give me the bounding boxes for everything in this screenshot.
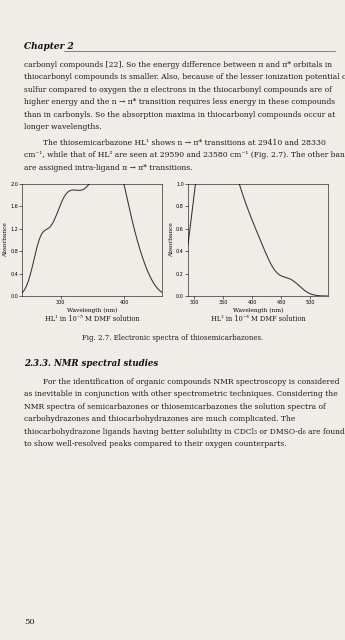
Text: 50: 50 — [24, 618, 35, 626]
Text: thiocarbohydrazone ligands having better solubility in CDCl₃ or DMSO-d₆ are foun: thiocarbohydrazone ligands having better… — [24, 428, 345, 436]
Text: NMR spectra of semicarbazones or thiosemicarbazones the solution spectra of: NMR spectra of semicarbazones or thiosem… — [24, 403, 326, 411]
Text: higher energy and the n → π* transition requires less energy in these compounds: higher energy and the n → π* transition … — [24, 98, 335, 106]
Text: sulfur compared to oxygen the π electrons in the thiocarbonyl compounds are of: sulfur compared to oxygen the π electron… — [24, 86, 332, 93]
Text: HL¹ in 10⁻⁵ M DMF solution: HL¹ in 10⁻⁵ M DMF solution — [45, 315, 140, 323]
Text: thiocarbonyl compounds is smaller. Also, because of the lesser ionization potent: thiocarbonyl compounds is smaller. Also,… — [24, 73, 345, 81]
Text: longer wavelengths.: longer wavelengths. — [24, 123, 102, 131]
Text: cm⁻¹, while that of HL² are seen at 29590 and 23580 cm⁻¹ (Fig. 2.7). The other b: cm⁻¹, while that of HL² are seen at 2959… — [24, 151, 345, 159]
Text: Chapter 2: Chapter 2 — [24, 42, 74, 51]
Text: than in carbonyls. So the absorption maxima in thiocarbonyl compounds occur at: than in carbonyls. So the absorption max… — [24, 111, 335, 118]
Text: Fig. 2.7. Electronic spectra of thiosemicarbazones.: Fig. 2.7. Electronic spectra of thiosemi… — [82, 334, 263, 342]
Text: as inevitable in conjunction with other spectrometric techniques. Considering th: as inevitable in conjunction with other … — [24, 390, 338, 398]
X-axis label: Wavelength (nm): Wavelength (nm) — [233, 307, 283, 312]
Y-axis label: Absorbance: Absorbance — [169, 223, 174, 257]
Text: 2.3.3. NMR spectral studies: 2.3.3. NMR spectral studies — [24, 358, 158, 368]
Text: HL² in 10⁻⁴ M DMF solution: HL² in 10⁻⁴ M DMF solution — [210, 315, 305, 323]
Y-axis label: Absorbance: Absorbance — [3, 223, 8, 257]
Text: For the identification of organic compounds NMR spectroscopy is considered: For the identification of organic compou… — [24, 378, 339, 386]
Text: The thiosemicarbazone HL¹ shows n → π* transitions at 29410 and 28330: The thiosemicarbazone HL¹ shows n → π* t… — [24, 139, 326, 147]
Text: carbohydrazones and thiocarbohydrazones are much complicated. The: carbohydrazones and thiocarbohydrazones … — [24, 415, 296, 423]
Text: to show well-resolved peaks compared to their oxygen counterparts.: to show well-resolved peaks compared to … — [24, 440, 287, 448]
Text: are assigned intra-ligand π → π* transitions.: are assigned intra-ligand π → π* transit… — [24, 164, 193, 172]
Text: carbonyl compounds [22]. So the energy difference between π and π* orbitals in: carbonyl compounds [22]. So the energy d… — [24, 61, 332, 68]
X-axis label: Wavelength (nm): Wavelength (nm) — [67, 307, 118, 312]
